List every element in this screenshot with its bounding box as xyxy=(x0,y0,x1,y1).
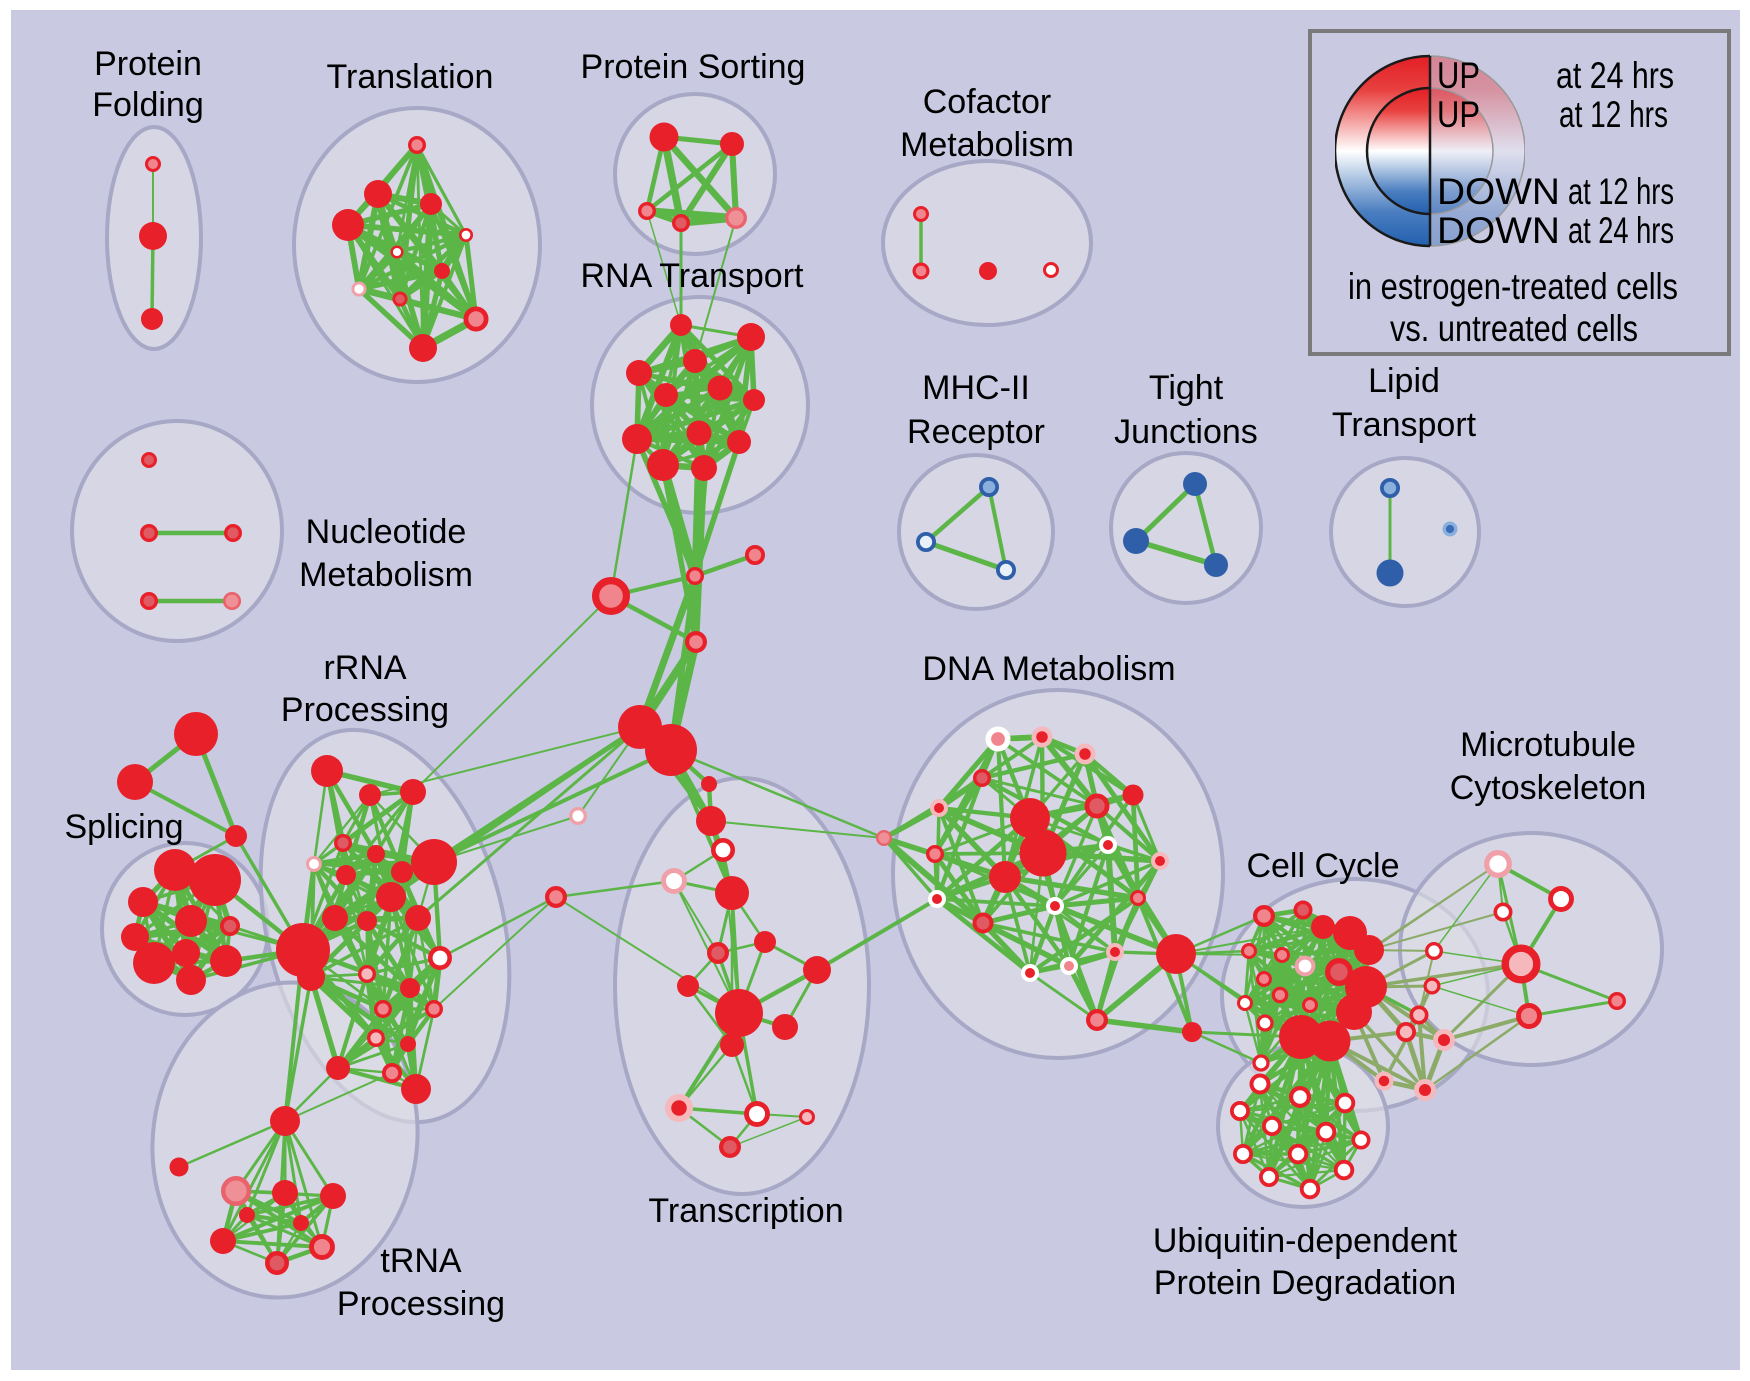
svg-text:in estrogen-treated cells: in estrogen-treated cells xyxy=(1348,266,1678,307)
svg-text:at 12 hrs: at 12 hrs xyxy=(1568,171,1674,212)
svg-text:DOWN: DOWN xyxy=(1437,210,1560,251)
svg-text:at 12 hrs: at 12 hrs xyxy=(1559,94,1668,135)
svg-text:Transport: Transport xyxy=(1332,406,1477,444)
svg-text:Splicing: Splicing xyxy=(64,808,183,846)
svg-text:Tight: Tight xyxy=(1149,369,1224,407)
svg-text:MHC-II: MHC-II xyxy=(922,369,1030,407)
svg-text:Nucleotide: Nucleotide xyxy=(306,513,467,551)
svg-text:Cytoskeleton: Cytoskeleton xyxy=(1450,769,1647,807)
svg-text:vs. untreated cells: vs. untreated cells xyxy=(1390,308,1638,349)
svg-text:Protein Degradation: Protein Degradation xyxy=(1154,1264,1456,1302)
svg-text:Microtubule: Microtubule xyxy=(1460,726,1636,764)
svg-text:Ubiquitin-dependent: Ubiquitin-dependent xyxy=(1153,1222,1458,1260)
svg-text:Cell Cycle: Cell Cycle xyxy=(1246,847,1399,885)
svg-text:Processing: Processing xyxy=(281,691,449,729)
svg-text:Lipid: Lipid xyxy=(1368,362,1440,400)
svg-text:DOWN: DOWN xyxy=(1437,171,1560,212)
svg-text:Protein: Protein xyxy=(94,45,202,83)
svg-text:Metabolism: Metabolism xyxy=(299,556,473,594)
svg-text:UP: UP xyxy=(1437,55,1480,96)
svg-text:rRNA: rRNA xyxy=(323,649,406,687)
svg-text:Protein Sorting: Protein Sorting xyxy=(581,48,806,86)
svg-text:UP: UP xyxy=(1437,94,1480,135)
svg-text:tRNA: tRNA xyxy=(380,1242,462,1280)
svg-text:Cofactor: Cofactor xyxy=(923,83,1052,121)
svg-text:DNA Metabolism: DNA Metabolism xyxy=(922,650,1175,688)
svg-text:Metabolism: Metabolism xyxy=(900,126,1074,164)
svg-text:at 24 hrs: at 24 hrs xyxy=(1568,210,1674,251)
svg-text:Translation: Translation xyxy=(327,58,494,96)
svg-text:Junctions: Junctions xyxy=(1114,413,1258,451)
svg-text:at 24 hrs: at 24 hrs xyxy=(1556,55,1674,96)
svg-text:Folding: Folding xyxy=(92,86,204,124)
svg-text:Processing: Processing xyxy=(337,1285,505,1323)
svg-text:Transcription: Transcription xyxy=(648,1192,843,1230)
svg-text:RNA Transport: RNA Transport xyxy=(581,257,805,295)
svg-text:Receptor: Receptor xyxy=(907,413,1045,451)
